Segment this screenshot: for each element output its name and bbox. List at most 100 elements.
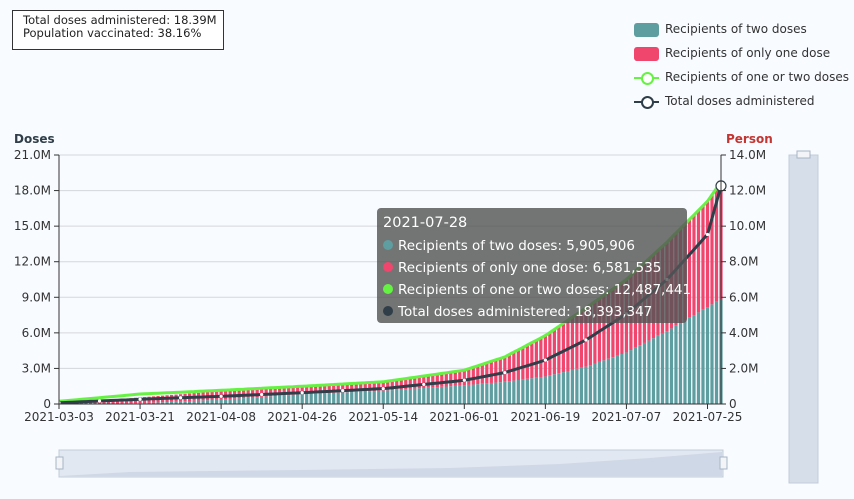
- bar-two-doses: [489, 382, 493, 404]
- bar-one-dose: [584, 307, 588, 367]
- tooltip-text: Recipients of one or two doses: 12,487,4…: [398, 282, 692, 298]
- bar-one-dose: [426, 375, 430, 388]
- bar-two-doses: [701, 309, 705, 404]
- bar-one-dose: [417, 376, 421, 389]
- bar-one-dose: [251, 389, 255, 398]
- bar-one-dose: [503, 356, 507, 382]
- bar-two-doses: [692, 315, 696, 404]
- bar-two-doses: [597, 361, 602, 404]
- bar-two-doses: [224, 399, 228, 404]
- point-total-doses: [543, 358, 547, 362]
- bar-two-doses: [503, 381, 507, 404]
- bar-two-doses: [260, 396, 264, 404]
- y-left-tick-label: 0: [43, 397, 51, 411]
- bar-two-doses: [633, 347, 638, 404]
- bar-two-doses: [453, 385, 457, 404]
- bar-two-doses: [169, 401, 174, 404]
- bar-two-doses: [201, 400, 205, 404]
- legend-item-one-dose[interactable]: Recipients of only one dose: [634, 42, 849, 66]
- bar-one-dose: [296, 386, 300, 395]
- bar-two-doses: [390, 390, 394, 404]
- bar-two-doses: [521, 379, 525, 404]
- bar-two-doses: [372, 391, 376, 404]
- tooltip-dot: [383, 240, 393, 250]
- zoom-slider-preview: [60, 452, 722, 476]
- bar-two-doses: [705, 307, 710, 404]
- legend-label: Total doses administered: [665, 94, 815, 108]
- bar-two-doses: [183, 401, 187, 404]
- bar-one-dose: [588, 304, 593, 366]
- bar-one-dose: [372, 382, 376, 392]
- bar-one-dose: [530, 342, 534, 379]
- bar-two-doses: [399, 389, 403, 404]
- legend-label: Recipients of one or two doses: [665, 70, 849, 84]
- bar-one-dose: [692, 214, 696, 316]
- bar-one-dose: [440, 373, 444, 387]
- tooltip: 2021-07-28 Recipients of two doses: 5,90…: [377, 208, 691, 323]
- bar-two-doses: [291, 394, 295, 404]
- bar-two-doses: [413, 388, 417, 404]
- bar-one-dose: [332, 384, 336, 393]
- bar-two-doses: [561, 372, 565, 404]
- bar-two-doses: [557, 373, 561, 404]
- bar-two-doses: [651, 338, 656, 404]
- legend-item-one-or-two[interactable]: Recipients of one or two doses: [634, 66, 849, 90]
- bar-one-dose: [305, 385, 309, 395]
- bar-two-doses: [615, 355, 620, 404]
- bar-one-dose: [476, 365, 480, 385]
- point-total-doses: [300, 391, 304, 395]
- bar-one-dose: [462, 370, 466, 386]
- bar-two-doses: [467, 384, 471, 404]
- bar-one-dose: [327, 384, 331, 394]
- bar-two-doses: [476, 384, 480, 404]
- bar-one-dose: [273, 387, 277, 396]
- bar-two-doses: [165, 402, 169, 404]
- bar-one-dose: [444, 372, 448, 387]
- bar-two-doses: [242, 398, 246, 404]
- bar-two-doses: [341, 392, 345, 404]
- bar-one-dose: [525, 345, 529, 379]
- tooltip-text: Total doses administered: 18,393,347: [398, 304, 653, 320]
- bar-one-dose: [512, 352, 516, 381]
- bar-one-dose: [278, 387, 282, 396]
- legend-item-two-doses[interactable]: Recipients of two doses: [634, 18, 849, 42]
- bar-one-dose: [377, 382, 381, 391]
- vertical-zoom-handle[interactable]: [796, 150, 811, 159]
- tooltip-date: 2021-07-28: [383, 215, 468, 231]
- bar-one-dose: [291, 386, 295, 395]
- bar-two-doses: [359, 391, 363, 404]
- tooltip-text: Recipients of two doses: 5,905,906: [398, 238, 635, 254]
- legend-label: Recipients of only one dose: [665, 46, 831, 60]
- bar-two-doses: [386, 390, 390, 404]
- bar-two-doses: [714, 301, 719, 404]
- bar-two-doses: [237, 398, 241, 404]
- bar-one-dose: [431, 374, 435, 388]
- y-right-tick-label: 2.0M: [729, 361, 758, 375]
- legend-item-total-doses[interactable]: Total doses administered: [634, 90, 849, 114]
- bar-two-doses: [269, 396, 273, 404]
- bar-two-doses: [426, 387, 430, 404]
- bar-two-doses: [278, 395, 282, 404]
- zoom-handle-left[interactable]: [55, 456, 64, 470]
- bar-one-dose: [260, 388, 264, 397]
- bar-two-doses: [593, 363, 597, 404]
- y-left-tick-label: 21.0M: [14, 148, 51, 162]
- zoom-handle-right[interactable]: [719, 456, 728, 470]
- bar-one-dose: [399, 379, 403, 390]
- bar-one-dose: [381, 381, 385, 391]
- bar-two-doses: [674, 325, 678, 404]
- bar-two-doses: [332, 392, 336, 404]
- bar-one-dose: [467, 368, 471, 385]
- bar-two-doses: [435, 387, 439, 404]
- bar-two-doses: [471, 384, 475, 404]
- bar-one-dose: [404, 378, 408, 390]
- point-total-doses: [97, 399, 102, 403]
- bar-two-doses: [264, 396, 268, 404]
- bar-one-dose: [453, 371, 457, 386]
- vertical-zoom-slider-track[interactable]: [788, 154, 819, 484]
- bar-two-doses: [665, 331, 669, 404]
- legend-swatch-circle-total: [641, 96, 654, 109]
- bar-two-doses: [678, 323, 683, 404]
- bar-two-doses: [404, 389, 408, 404]
- y-right-tick-label: 14.0M: [729, 148, 766, 162]
